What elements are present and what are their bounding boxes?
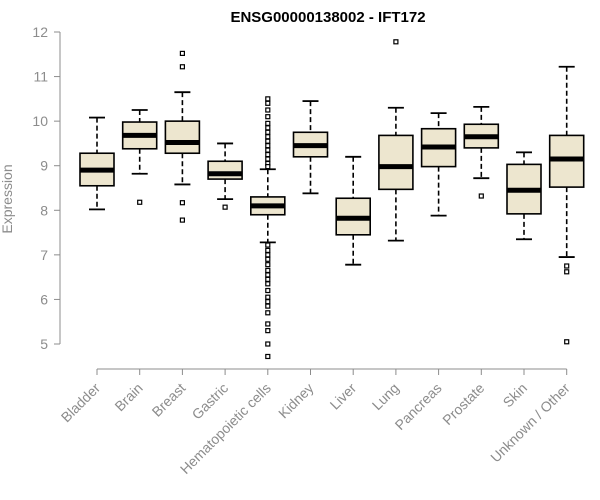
outlier-point bbox=[265, 256, 271, 262]
outlier-point bbox=[564, 269, 570, 275]
x-tick-label: Lung bbox=[369, 380, 402, 413]
outlier-point bbox=[265, 164, 271, 170]
outlier-point bbox=[179, 50, 185, 56]
y-tick-label: 6 bbox=[40, 291, 48, 307]
outlier-point bbox=[265, 242, 271, 248]
outlier-point bbox=[222, 204, 228, 210]
y-tick-label: 7 bbox=[40, 247, 48, 263]
outlier-point bbox=[265, 328, 271, 334]
outlier-point bbox=[265, 156, 271, 162]
outlier-point bbox=[478, 193, 484, 199]
x-tick-label: Pancreas bbox=[392, 380, 445, 433]
outlier-point bbox=[265, 294, 271, 300]
x-tick-label: Unknown / Other bbox=[487, 380, 573, 466]
x-tick-label: Prostate bbox=[439, 380, 487, 428]
outlier-point bbox=[265, 134, 271, 140]
outlier-point bbox=[265, 125, 271, 131]
box-group bbox=[463, 105, 500, 199]
box-group bbox=[250, 96, 286, 360]
x-tick-label: Kidney bbox=[275, 380, 317, 422]
x-tick-label: Skin bbox=[500, 380, 531, 411]
box-group bbox=[548, 65, 585, 345]
outlier-point bbox=[265, 281, 271, 287]
outlier-point bbox=[393, 39, 399, 45]
y-tick-label: 9 bbox=[40, 158, 48, 174]
box bbox=[164, 120, 201, 155]
outlier-point bbox=[265, 341, 271, 347]
outlier-point bbox=[265, 321, 271, 327]
outlier-point bbox=[265, 147, 271, 153]
x-tick-label: Gastric bbox=[189, 380, 232, 423]
x-tick-label: Bladder bbox=[58, 380, 104, 426]
outlier-point bbox=[265, 100, 271, 106]
outlier-point bbox=[265, 120, 271, 126]
y-tick-label: 11 bbox=[33, 69, 48, 85]
box-group bbox=[79, 116, 115, 211]
x-tick-label: Brain bbox=[111, 380, 145, 414]
outlier-point bbox=[265, 276, 271, 282]
outlier-point bbox=[265, 262, 271, 268]
box-group bbox=[420, 112, 457, 217]
outlier-point bbox=[179, 64, 185, 70]
outlier-point bbox=[265, 138, 271, 144]
box-group bbox=[164, 50, 201, 223]
outlier-point bbox=[265, 310, 271, 316]
box-group bbox=[335, 155, 372, 266]
x-tick-label: Liver bbox=[327, 380, 360, 413]
outlier-point bbox=[179, 200, 185, 206]
box-group bbox=[207, 142, 243, 210]
box-group bbox=[292, 100, 329, 195]
y-tick-label: 8 bbox=[40, 202, 48, 218]
outlier-point bbox=[265, 287, 271, 294]
outlier-point bbox=[179, 217, 185, 223]
outlier-point bbox=[564, 263, 570, 269]
boxes-layer bbox=[79, 39, 585, 360]
box-group bbox=[506, 151, 542, 241]
outlier-point bbox=[265, 252, 271, 258]
y-tick-label: 10 bbox=[32, 113, 48, 129]
outlier-point bbox=[265, 272, 271, 278]
box-group bbox=[121, 109, 158, 205]
box bbox=[207, 160, 243, 180]
outlier-point bbox=[265, 247, 271, 253]
outlier-point bbox=[265, 143, 271, 149]
outlier-point bbox=[265, 129, 271, 135]
outlier-point bbox=[265, 299, 271, 305]
outlier-point bbox=[265, 114, 271, 120]
outlier-point bbox=[564, 339, 570, 345]
outlier-point bbox=[265, 107, 271, 113]
y-tick-label: 12 bbox=[32, 24, 48, 40]
chart-title: ENSG00000138002 - IFT172 bbox=[230, 9, 425, 26]
y-axis: 5 6 7 8 9 10 11 12 bbox=[32, 24, 61, 352]
outlier-point bbox=[265, 303, 271, 309]
outlier-point bbox=[265, 151, 271, 158]
x-tick-label: Breast bbox=[149, 380, 189, 420]
y-axis-label: Expression bbox=[0, 164, 15, 233]
outlier-point bbox=[265, 353, 271, 360]
outlier-point bbox=[137, 199, 143, 205]
box-group bbox=[378, 39, 414, 242]
y-tick-label: 5 bbox=[40, 336, 48, 352]
outlier-point bbox=[265, 96, 271, 102]
outlier-point bbox=[265, 267, 271, 274]
box bbox=[378, 134, 414, 191]
